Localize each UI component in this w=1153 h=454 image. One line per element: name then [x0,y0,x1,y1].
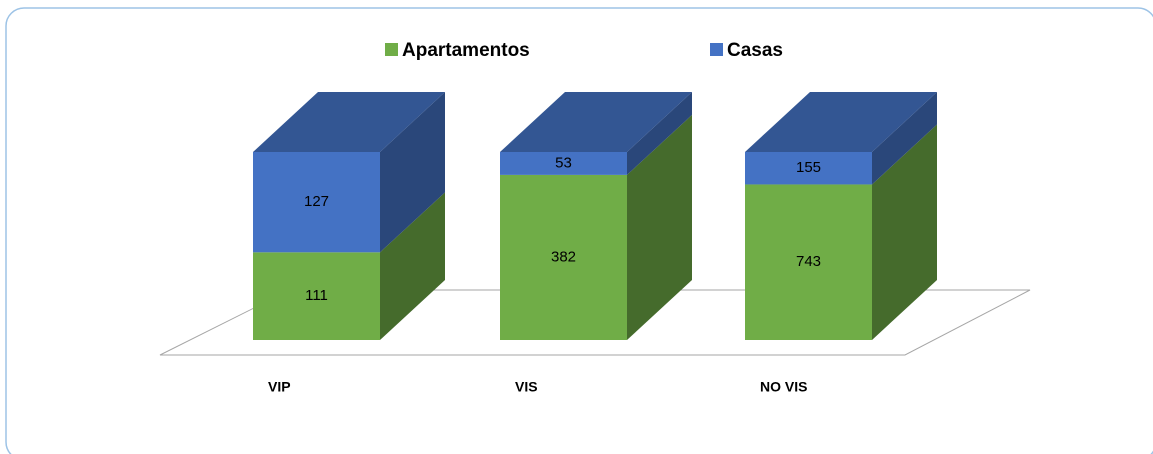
data-label: 127 [304,193,329,210]
x-tick-label: VIS [515,379,538,395]
bar-side [380,192,445,340]
bar [745,152,872,185]
data-label: 111 [305,287,328,304]
legend-label: Casas [727,40,783,61]
bar-top [500,92,692,152]
bar [253,152,380,253]
bar [745,184,872,340]
x-tick-label: VIP [268,379,291,395]
bar-top [253,92,445,152]
bar-side [627,114,692,340]
legend-swatch [710,43,723,56]
bar-top [745,92,937,152]
data-label: 382 [551,248,576,265]
bar [500,174,627,340]
data-label: 53 [555,154,572,171]
data-label: 155 [796,159,821,176]
bar-side [872,92,937,185]
data-label: 743 [796,253,821,270]
bar-side [380,92,445,253]
bar-side [872,124,937,340]
legend-swatch [385,43,398,56]
bar-side [627,92,692,175]
bar [253,252,380,340]
legend-label: Apartamentos [402,40,530,61]
x-tick-label: NO VIS [760,379,807,395]
bar [500,152,627,175]
